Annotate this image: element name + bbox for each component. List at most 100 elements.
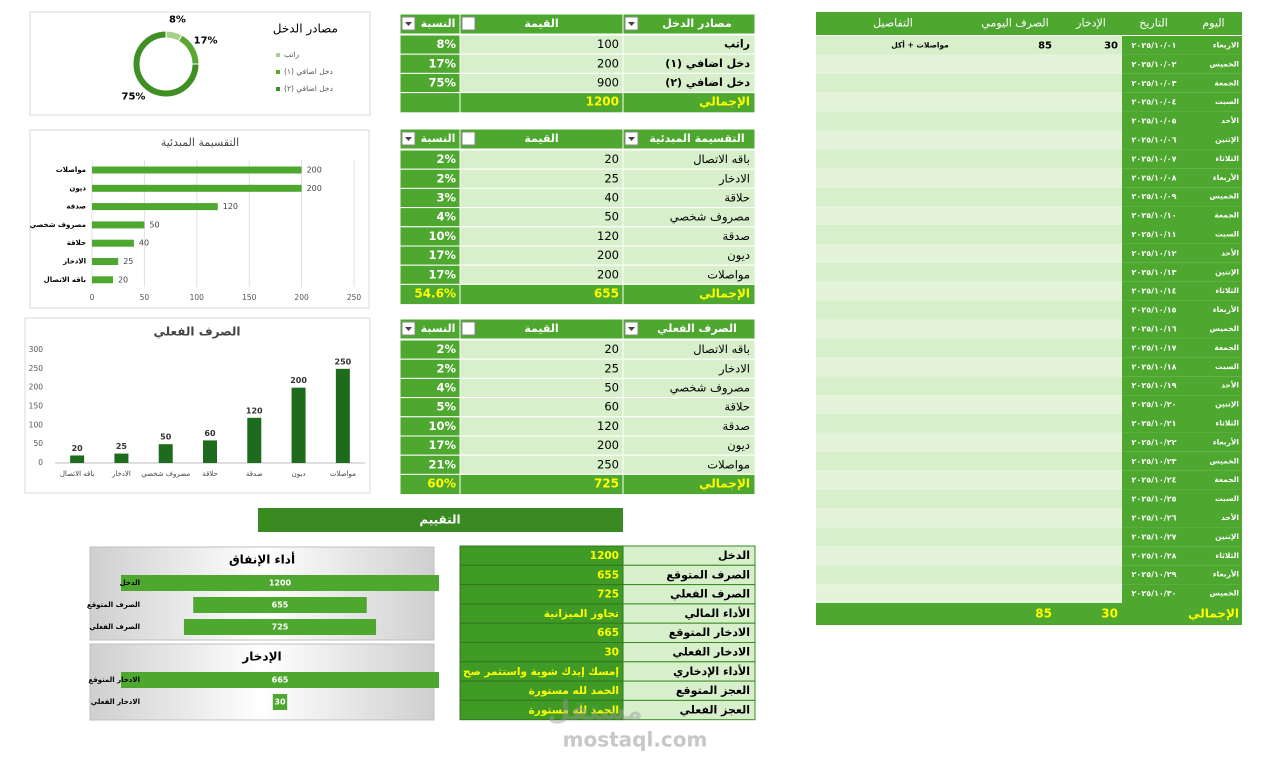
date-label: ٢٠٢٥/١٠/٠٦: [1132, 135, 1177, 144]
x-tick-label: 250: [347, 293, 362, 302]
entry-row: [816, 338, 1122, 358]
date-label: ٢٠٢٥/١٠/١٤: [1132, 287, 1177, 296]
daily-header-label: الإدخار: [1075, 17, 1106, 30]
evaluation-label: العجز الفعلي: [680, 703, 750, 716]
day-cell: [1122, 319, 1242, 339]
filter-arrow: [628, 327, 635, 331]
day-label: الثلاثاء: [1215, 154, 1239, 163]
row-value: 100: [597, 37, 619, 51]
date-label: ٢٠٢٥/١٠/٠٧: [1132, 154, 1177, 163]
watermark-site: mostaql.com: [563, 728, 708, 752]
date-label: ٢٠٢٥/١٠/٠٨: [1132, 173, 1177, 182]
bar: [92, 221, 145, 229]
date-label: ٢٠٢٥/١٠/٢٧: [1132, 532, 1177, 541]
bar: [92, 258, 119, 265]
header-label: القيمة: [524, 322, 558, 335]
row-percent: 5%: [436, 400, 456, 414]
row-name: مواصلات: [707, 457, 750, 472]
day-cell: [1122, 73, 1242, 93]
data-label: 200: [307, 166, 322, 175]
evaluation-label: الادخار الفعلي: [673, 646, 750, 659]
data-label: 200: [307, 184, 322, 193]
day-label: الإتنين: [1215, 532, 1239, 541]
funnel-bar: [121, 575, 439, 591]
row-name: حلاقة: [724, 191, 750, 205]
entry-row: [816, 432, 1122, 452]
x-tick-label: 100: [190, 293, 205, 302]
entry-row: [816, 168, 1122, 188]
header-label: النسبة: [421, 17, 456, 30]
donut-slice: [132, 30, 200, 98]
data-label: 25: [123, 257, 133, 266]
date-label: ٢٠٢٥/١٠/٠٩: [1132, 192, 1177, 201]
evaluation-label: الأداء المالي: [685, 606, 751, 620]
data-label: 60: [204, 429, 216, 438]
data-label: 50: [149, 220, 159, 229]
date-label: ٢٠٢٥/١٠/٢٤: [1132, 476, 1177, 485]
daily-header-label: اليوم: [1202, 17, 1224, 30]
row-value: 20: [604, 342, 619, 356]
date-label: ٢٠٢٥/١٠/٠٥: [1132, 117, 1177, 126]
day-label: الخميس: [1210, 456, 1239, 465]
x-tick-label: 0: [90, 293, 95, 302]
evaluation-value: الحمد لله مستورة: [529, 685, 619, 697]
date-label: ٢٠٢٥/١٠/١٩: [1132, 381, 1177, 390]
row-percent: 4%: [436, 381, 456, 395]
data-label: 120: [223, 202, 238, 211]
row-value: 200: [597, 438, 619, 452]
date-label: ٢٠٢٥/١٠/١١: [1132, 230, 1177, 239]
day-cell: [1122, 54, 1242, 74]
date-label: ٢٠٢٥/١٠/٠٤: [1132, 98, 1177, 107]
bar: [291, 387, 306, 463]
day-cell: [1122, 584, 1242, 603]
date-label: ٢٠٢٥/١٠/٠١: [1132, 41, 1177, 50]
bar: [92, 276, 113, 284]
daily-total-saving: 30: [1101, 607, 1118, 621]
evaluation-label: الصرف الفعلي: [670, 588, 750, 601]
evaluation-label: الادخار المتوقع: [669, 626, 750, 639]
row-value: 120: [597, 229, 619, 243]
entry-row: [816, 73, 1122, 93]
entry-row: [816, 376, 1122, 396]
filter-arrow: [405, 22, 412, 26]
entry-row: [816, 130, 1122, 150]
day-cell: [1122, 489, 1242, 509]
evaluation-value: تجاوز الميزانية: [544, 608, 619, 620]
category-label: مواصلات: [330, 470, 356, 478]
day-cell: [1122, 187, 1242, 207]
entry-row: [816, 584, 1122, 603]
row-percent: 17%: [428, 267, 456, 281]
date-label: ٢٠٢٥/١٠/١٠: [1132, 211, 1177, 220]
date-label: ٢٠٢٥/١٠/٢٠: [1132, 400, 1177, 409]
date-label: ٢٠٢٥/١٠/٢٥: [1132, 495, 1177, 504]
value-cell: [459, 377, 624, 399]
row-name: مصروف شخصي: [670, 381, 750, 396]
value-cell: [459, 207, 624, 228]
day-cell: [1122, 243, 1242, 263]
value-cell: [459, 168, 624, 189]
day-label: الأربعاء: [1213, 305, 1239, 314]
data-label: 75%: [122, 92, 146, 103]
row-value: 200: [597, 267, 619, 281]
total-cell: [459, 92, 624, 114]
row-name: مصروف شخصي: [670, 210, 750, 225]
day-label: الأحد: [1221, 248, 1239, 257]
day-cell: [1122, 206, 1242, 225]
data-label: 20: [118, 275, 128, 284]
evaluation-value: 725: [597, 589, 619, 601]
date-label: ٢٠٢٥/١٠/٢٩: [1132, 570, 1177, 579]
evaluation-value: 665: [597, 627, 619, 639]
chart-title: الصرف الفعلي: [153, 325, 240, 339]
filter-arrow: [628, 22, 635, 26]
entry-row: [816, 243, 1122, 263]
entry-row: [816, 565, 1122, 585]
legend-marker: [276, 53, 280, 57]
value-cell: [459, 339, 624, 360]
day-cell: [1122, 357, 1242, 377]
category-label: الادخار: [111, 470, 131, 478]
row-name: صدقة: [723, 419, 750, 433]
day-label: الخميس: [1210, 192, 1239, 201]
row-percent: 75%: [428, 76, 456, 90]
